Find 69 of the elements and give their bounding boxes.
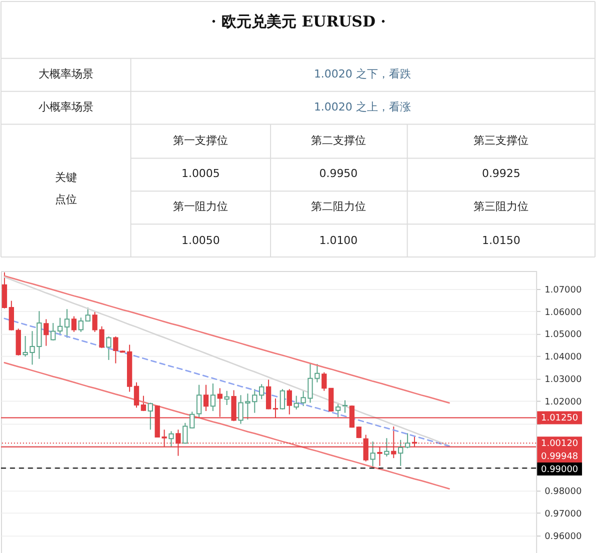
text: 1.0050: [181, 234, 220, 248]
candlestick: [182, 422, 188, 444]
candlestick: [266, 379, 272, 410]
text: 第二阻力位: [310, 200, 366, 214]
text: 第一支撑位: [173, 134, 228, 148]
text: 0.9925: [482, 167, 520, 180]
candlestick: [210, 382, 216, 412]
line-series: [4, 275, 450, 404]
candlestick: [106, 336, 112, 360]
candlestick: [328, 388, 334, 412]
text: 小概率场景: [38, 100, 94, 114]
y-tick-label: 1.06000: [544, 308, 582, 318]
text: 1.0100: [319, 234, 358, 248]
y-tick-label: 1.07000: [544, 285, 582, 296]
line-series: [4, 276, 450, 446]
text: 关键: [54, 171, 77, 184]
candlestick: [370, 441, 376, 469]
candlestick: [259, 384, 264, 400]
candlestick: [134, 382, 140, 408]
candlestick: [404, 432, 410, 449]
candlestick: [203, 384, 209, 412]
line-series: [4, 362, 450, 490]
text: 第一阻力位: [173, 200, 228, 214]
candlestick: [322, 372, 327, 392]
candlestick: [224, 390, 230, 406]
text: 第二支撑位: [310, 134, 366, 148]
text: 第三阻力位: [474, 200, 529, 214]
candlestick: [384, 438, 390, 458]
y-tick-label: 1.04000: [544, 352, 582, 363]
candlestick: [342, 400, 348, 414]
y-tick-label: 0.98000: [544, 487, 582, 498]
legend-label: 0.99948: [541, 452, 578, 462]
candlestick: [335, 402, 341, 418]
y-tick-label: 1.02000: [544, 397, 582, 408]
candlestick: [2, 272, 8, 309]
ref-line-label: 0.99000: [541, 465, 578, 476]
y-tick-label: 1.05000: [544, 330, 582, 340]
candlestick: [85, 307, 90, 322]
candlestick: [57, 317, 63, 336]
text: 1.0150: [482, 234, 520, 248]
candlestick: [44, 318, 49, 346]
candlestick: [140, 395, 146, 412]
candlestick: [286, 388, 292, 415]
text: 0.9950: [319, 167, 358, 180]
y-tick-label: 0.97000: [544, 509, 582, 520]
ref-line-label: 1.01250: [541, 414, 578, 424]
y-tick-label: 0.96000: [544, 532, 582, 542]
text: 1.0020 之上，看涨: [314, 100, 411, 114]
text: 点位: [54, 193, 77, 206]
candlestick: [196, 384, 202, 418]
candlestick: [50, 322, 56, 341]
candlestick: [398, 439, 404, 466]
candlestick: [148, 402, 153, 430]
candlestick: [168, 430, 174, 447]
candlestick: [113, 336, 118, 364]
candlestick: [71, 316, 77, 332]
ref-line-label: 1.00120: [541, 439, 578, 450]
text: 1.0005: [181, 167, 220, 180]
text: 1.0020 之下，看跌: [314, 67, 411, 80]
candlestick: [8, 300, 14, 331]
text: · 欧元兑美元 EURUSD ·: [211, 12, 386, 30]
y-tick-label: 1.03000: [544, 375, 582, 386]
candlestick: [64, 308, 70, 338]
candlestick: [78, 317, 84, 332]
candlestick: [190, 411, 195, 429]
text: 第三支撑位: [474, 134, 529, 148]
candlestick: [280, 388, 286, 410]
text: 大概率场景: [38, 67, 94, 80]
candlestick: [294, 395, 299, 410]
